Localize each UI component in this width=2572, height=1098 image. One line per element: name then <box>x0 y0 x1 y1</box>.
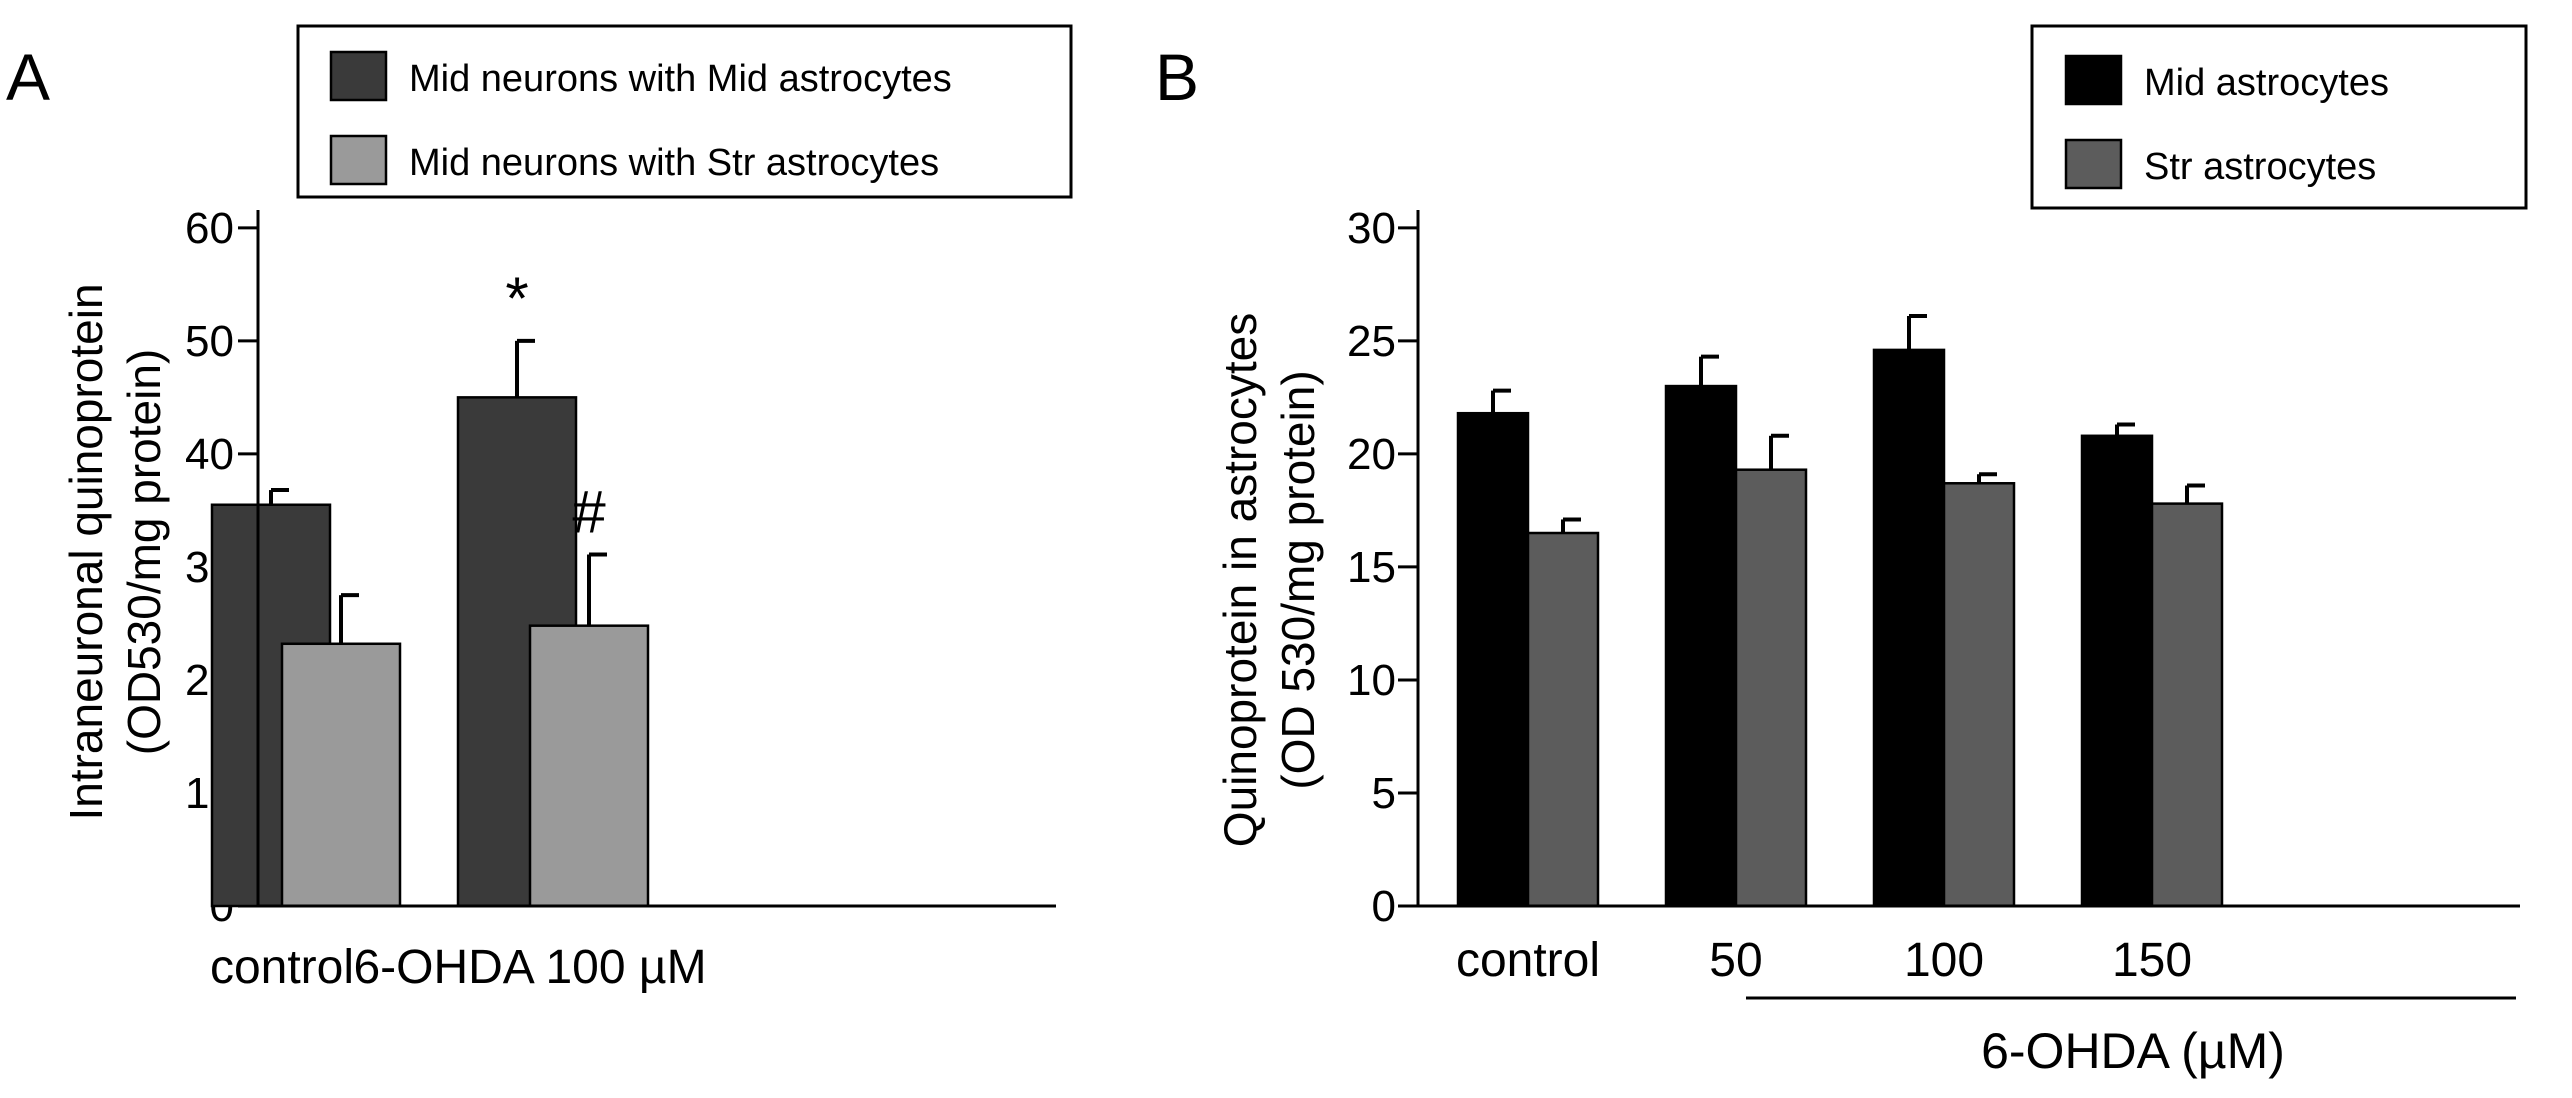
x-category-label: control <box>210 941 354 994</box>
y-tick-label: 20 <box>1347 430 1396 479</box>
panel-a-legend-box <box>296 24 1073 199</box>
panel-a-legend-label-2: Mid neurons with Str astrocytes <box>409 142 939 184</box>
panel-a-bars: *# <box>210 265 650 908</box>
panel-b-legend-label-2: Str astrocytes <box>2144 146 2376 188</box>
y-tick-label: 15 <box>1347 543 1396 592</box>
panel-b-legend-swatch-2 <box>2064 138 2123 190</box>
panel-a-legend-swatch-2 <box>329 134 388 186</box>
x-category-label: 150 <box>2112 934 2192 987</box>
panel-a-category-labels: control 6-OHDA 100 µM <box>210 941 707 994</box>
panel-a: A Mid neurons with Mid astrocytes Mid ne… <box>6 24 1073 994</box>
y-tick-label: 50 <box>185 317 234 366</box>
panel-a-legend-swatch-1 <box>329 50 388 102</box>
bar <box>1942 482 2016 908</box>
y-tick-label: 10 <box>1347 656 1396 705</box>
bar <box>528 624 650 908</box>
x-category-label: 100 <box>1904 934 1984 987</box>
bar <box>1526 531 1600 908</box>
panel-b-ylabel-line2: (OD 530/mg protein) <box>1272 370 1324 789</box>
panel-a-ylabel-line1: Intraneuronal quinoprotein <box>60 283 112 820</box>
panel-a-legend: Mid neurons with Mid astrocytes Mid neur… <box>296 24 1073 199</box>
panel-b-group-label: 6-OHDA (µM) <box>1981 1023 2285 1079</box>
significance-mark: # <box>572 478 606 545</box>
panel-b-y-ticks: 0 5 10 15 20 25 30 <box>1347 204 1418 931</box>
panel-b-legend: Mid astrocytes Str astrocytes <box>2030 24 2528 210</box>
x-category-label: 50 <box>1709 934 1762 987</box>
significance-mark: * <box>505 265 528 332</box>
bar <box>1734 468 1808 908</box>
x-category-label: 6-OHDA 100 µM <box>353 941 706 994</box>
panel-b-letter: B <box>1155 40 1199 114</box>
y-tick-label: 5 <box>1372 769 1396 818</box>
panel-a-ylabel-line2: (OD530/mg protein) <box>118 349 170 756</box>
panel-b: B Mid astrocytes Str astrocytes Quinopro… <box>1155 24 2528 1079</box>
bar <box>280 642 402 908</box>
y-tick-label: 30 <box>1347 204 1396 253</box>
bar <box>1456 411 1530 908</box>
y-tick-label: 40 <box>185 430 234 479</box>
panel-b-category-labels: control 50 100 150 <box>1456 934 2192 987</box>
bar <box>1664 384 1738 908</box>
panel-a-letter: A <box>6 40 50 114</box>
x-category-label: control <box>1456 934 1600 987</box>
panel-a-legend-label-1: Mid neurons with Mid astrocytes <box>409 58 952 100</box>
y-tick-label: 0 <box>1372 882 1396 931</box>
y-tick-label: 60 <box>185 204 234 253</box>
bar <box>2080 434 2154 908</box>
panel-b-bars <box>1456 313 2224 908</box>
bar <box>2150 502 2224 908</box>
panel-b-ylabel-line1: Quinoprotein in astrocytes <box>1214 313 1266 847</box>
y-tick-label: 25 <box>1347 317 1396 366</box>
bar <box>1872 348 1946 908</box>
panel-b-legend-label-1: Mid astrocytes <box>2144 62 2389 104</box>
panel-b-legend-swatch-1 <box>2064 54 2123 106</box>
